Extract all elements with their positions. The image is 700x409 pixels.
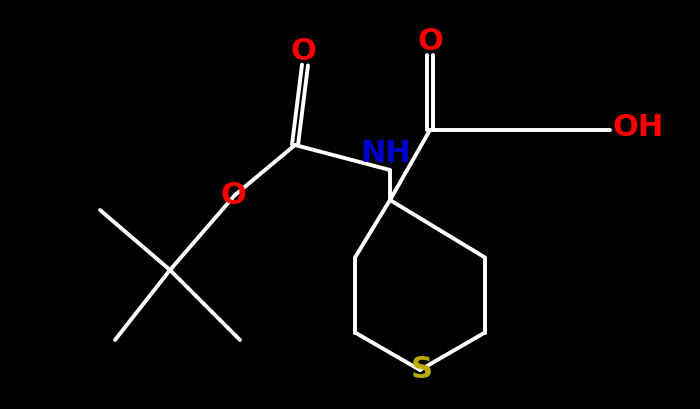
Text: NH: NH bbox=[360, 139, 412, 169]
Text: OH: OH bbox=[612, 114, 664, 142]
Text: S: S bbox=[411, 355, 433, 384]
Text: O: O bbox=[290, 36, 316, 65]
Text: O: O bbox=[220, 180, 246, 209]
Text: O: O bbox=[417, 27, 443, 56]
